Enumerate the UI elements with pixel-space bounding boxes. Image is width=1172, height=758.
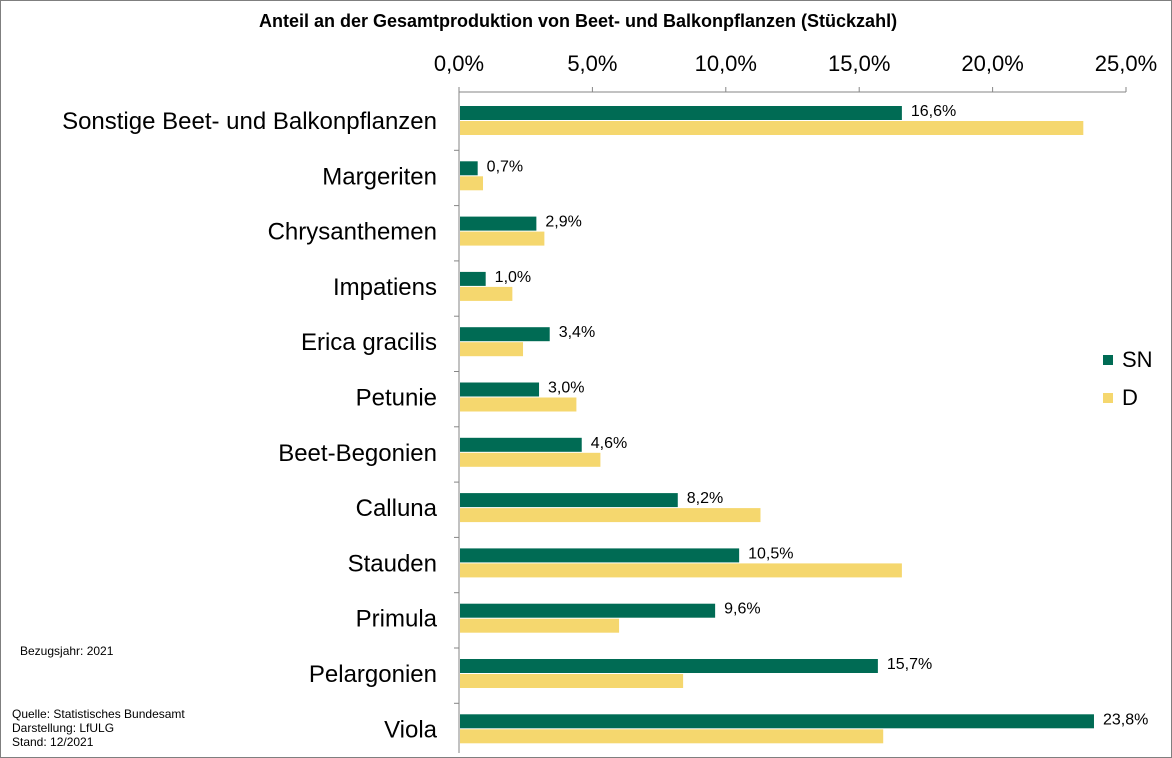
bar-sn <box>460 714 1094 729</box>
data-label: 16,6% <box>911 103 956 120</box>
bar-d <box>460 176 484 191</box>
bar-d <box>460 618 620 633</box>
data-label: 3,4% <box>559 324 595 341</box>
source-note: Quelle: Statistisches Bundesamt <box>12 707 185 721</box>
legend-item-sn: SN <box>1103 347 1153 373</box>
bar-sn <box>460 548 740 563</box>
data-label: 1,0% <box>495 269 531 286</box>
data-label: 3,0% <box>548 380 584 397</box>
legend-swatch-d <box>1103 393 1113 403</box>
presentation-note: Darstellung: LfULG <box>12 721 115 735</box>
category-label: Erica gracilis <box>301 329 437 356</box>
x-tick-label: 20,0% <box>961 51 1023 76</box>
reference-year-note: Bezugsjahr: 2021 <box>20 644 114 658</box>
category-label: Sonstige Beet- und Balkonpflanzen <box>62 108 437 135</box>
category-label: Beet-Begonien <box>278 440 437 467</box>
data-label: 15,7% <box>887 656 932 673</box>
category-label: Primula <box>356 606 438 633</box>
bar-d <box>460 397 577 412</box>
chart-title: Anteil an der Gesamtproduktion von Beet-… <box>259 11 898 31</box>
bar-sn <box>460 437 582 452</box>
x-tick-label: 0,0% <box>434 51 484 76</box>
legend-label-sn: SN <box>1122 347 1153 372</box>
status-note: Stand: 12/2021 <box>12 735 94 749</box>
data-label: 8,2% <box>687 490 723 507</box>
category-label: Margeriten <box>322 163 437 190</box>
bar-d <box>460 452 601 467</box>
bar-sn <box>460 327 550 342</box>
category-label: Petunie <box>356 385 437 412</box>
bar-d <box>460 286 513 301</box>
legend-swatch-sn <box>1103 355 1113 365</box>
bar-sn <box>460 216 537 231</box>
category-label: Chrysanthemen <box>268 219 437 246</box>
x-tick-label: 5,0% <box>567 51 617 76</box>
data-label: 4,6% <box>591 435 627 452</box>
bar-sn <box>460 382 540 397</box>
data-label: 10,5% <box>748 545 793 562</box>
bar-d <box>460 563 902 578</box>
bar-sn <box>460 493 678 508</box>
category-label: Impatiens <box>333 274 437 301</box>
data-label: 0,7% <box>487 158 523 175</box>
bar-d <box>460 231 545 246</box>
data-label: 9,6% <box>724 601 760 618</box>
x-tick-label: 15,0% <box>828 51 890 76</box>
x-tick-label: 25,0% <box>1095 51 1157 76</box>
bar-sn <box>460 161 478 176</box>
bar-sn <box>460 659 878 673</box>
legend-label-d: D <box>1122 385 1138 410</box>
x-tick-label: 10,0% <box>695 51 757 76</box>
bar-sn <box>460 603 716 618</box>
legend-item-d: D <box>1103 385 1138 411</box>
bar-d <box>460 729 884 744</box>
bar-sn <box>460 271 486 286</box>
bar-d <box>460 674 684 688</box>
bar-d <box>460 342 524 357</box>
bar-d <box>460 508 761 523</box>
data-label: 23,8% <box>1103 711 1148 728</box>
category-label: Viola <box>384 716 438 743</box>
category-label: Calluna <box>356 495 438 522</box>
bar-sn <box>460 106 902 120</box>
bar-d <box>460 121 1084 135</box>
category-label: Pelargonien <box>309 661 437 688</box>
category-label: Stauden <box>348 550 437 577</box>
data-label: 2,9% <box>545 214 581 231</box>
